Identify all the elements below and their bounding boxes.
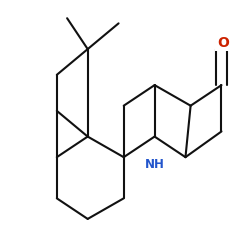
Text: NH: NH (145, 158, 165, 172)
Text: O: O (217, 36, 229, 50)
